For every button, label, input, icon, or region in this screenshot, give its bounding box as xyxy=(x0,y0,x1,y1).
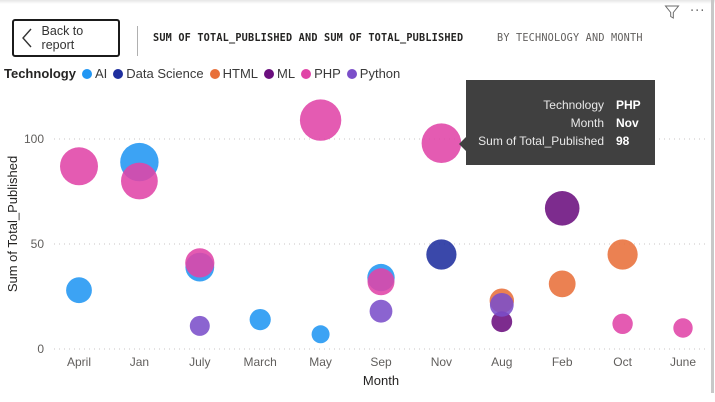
x-tick-label: Jan xyxy=(130,355,149,369)
tooltip: Technology PHP Month Nov Sum of Total_Pu… xyxy=(459,80,655,165)
tooltip-key: Technology xyxy=(543,98,604,112)
bubble-html-feb[interactable] xyxy=(548,270,576,298)
legend-dot-ai xyxy=(81,68,92,79)
legend-item-php[interactable]: PHP xyxy=(301,66,341,81)
bubble-ai-april[interactable] xyxy=(66,277,92,304)
y-tick-label: 0 xyxy=(37,342,44,356)
more-options-icon[interactable]: ··· xyxy=(690,4,706,19)
x-tick-label: Oct xyxy=(613,355,632,369)
bubble-php-july[interactable] xyxy=(185,248,215,278)
legend-dot-python xyxy=(346,68,357,79)
y-tick-label: 100 xyxy=(24,132,44,146)
bubbles xyxy=(60,99,693,344)
bubble-php-june[interactable] xyxy=(673,318,693,338)
filter-icon[interactable] xyxy=(664,4,680,20)
bubble-python-aug[interactable] xyxy=(489,293,514,317)
y-axis-title: Sum of Total_Published xyxy=(5,156,20,292)
bubble-php-may[interactable] xyxy=(299,99,342,141)
bubble-ai-may[interactable] xyxy=(311,325,330,344)
bubble-ai-march[interactable] xyxy=(249,309,271,331)
tooltip-row-month: Month Nov xyxy=(466,116,655,130)
tooltip-arrow xyxy=(459,137,466,151)
x-tick-label: Aug xyxy=(491,355,512,369)
x-axis-ticks: April Jan July March May Sep Nov Aug Feb Oct June xyxy=(67,355,696,369)
legend-dot-html xyxy=(209,68,220,79)
tooltip-row-technology: Technology PHP xyxy=(466,98,655,112)
legend-item-ai[interactable]: AI xyxy=(81,66,108,81)
tooltip-row-sum: Sum of Total_Published 98 xyxy=(466,134,655,148)
legend-label-ml: ML xyxy=(277,66,296,81)
legend-item-data-science[interactable]: Data Science xyxy=(113,66,204,81)
legend-item-python[interactable]: Python xyxy=(346,66,401,81)
bubble-python-july[interactable] xyxy=(189,315,210,336)
bubble-php-oct[interactable] xyxy=(612,313,633,334)
tooltip-value: Nov xyxy=(616,116,639,130)
legend-label-data-science: Data Science xyxy=(126,66,204,81)
top-shadow xyxy=(0,0,715,4)
chevron-left-icon xyxy=(14,21,40,55)
y-tick-label: 50 xyxy=(31,237,45,251)
tooltip-key: Month xyxy=(570,116,604,130)
bubble-ml-feb[interactable] xyxy=(544,191,580,226)
back-to-report-label: Back to report xyxy=(41,24,84,52)
visual-border xyxy=(711,0,714,393)
bubble-php-april[interactable] xyxy=(60,147,98,186)
bubble-html-oct[interactable] xyxy=(607,239,638,270)
x-tick-label: Feb xyxy=(552,355,573,369)
x-tick-label: June xyxy=(670,355,696,369)
header-divider xyxy=(137,26,138,56)
x-tick-label: Nov xyxy=(431,355,452,369)
legend-item-ml[interactable]: ML xyxy=(264,66,295,81)
legend-label-php: PHP xyxy=(314,66,341,81)
bubble-php-nov[interactable] xyxy=(421,123,462,163)
y-axis-ticks: 0 50 100 xyxy=(24,132,44,356)
legend-item-html[interactable]: HTML xyxy=(209,66,258,81)
tooltip-value: PHP xyxy=(616,98,641,112)
legend-dot-data-science xyxy=(113,68,124,79)
x-tick-label: April xyxy=(67,355,91,369)
bubble-ml-aug[interactable] xyxy=(491,311,513,333)
bubble-data-science-nov[interactable] xyxy=(426,239,457,270)
x-axis-title: Month xyxy=(363,373,399,388)
bubble-python-sep[interactable] xyxy=(369,299,393,323)
bubble-php-jan[interactable] xyxy=(120,162,158,200)
x-tick-label: March xyxy=(244,355,277,369)
legend-dot-php xyxy=(301,68,312,79)
back-to-report-button[interactable]: Back to report xyxy=(12,19,120,57)
legend-title: Technology xyxy=(4,66,76,81)
chart-title: SUM OF TOTAL_PUBLISHED AND SUM OF TOTAL_… xyxy=(153,33,464,44)
x-tick-label: May xyxy=(309,355,332,369)
legend-dot-ml xyxy=(264,68,274,79)
legend: Technology AI Data Science HTML ML PHP P… xyxy=(4,66,406,81)
legend-label-ai: AI xyxy=(94,66,108,81)
x-tick-label: Sep xyxy=(370,355,392,369)
bubble-php-sep[interactable] xyxy=(367,268,395,296)
chart-subtitle: BY TECHNOLOGY AND MONTH xyxy=(497,33,643,44)
visual-header-icons: ··· xyxy=(664,4,705,20)
tooltip-key: Sum of Total_Published xyxy=(478,134,604,148)
legend-label-html: HTML xyxy=(222,66,258,81)
tooltip-value: 98 xyxy=(616,134,630,148)
x-tick-label: July xyxy=(189,355,210,369)
legend-label-python: Python xyxy=(359,66,401,81)
